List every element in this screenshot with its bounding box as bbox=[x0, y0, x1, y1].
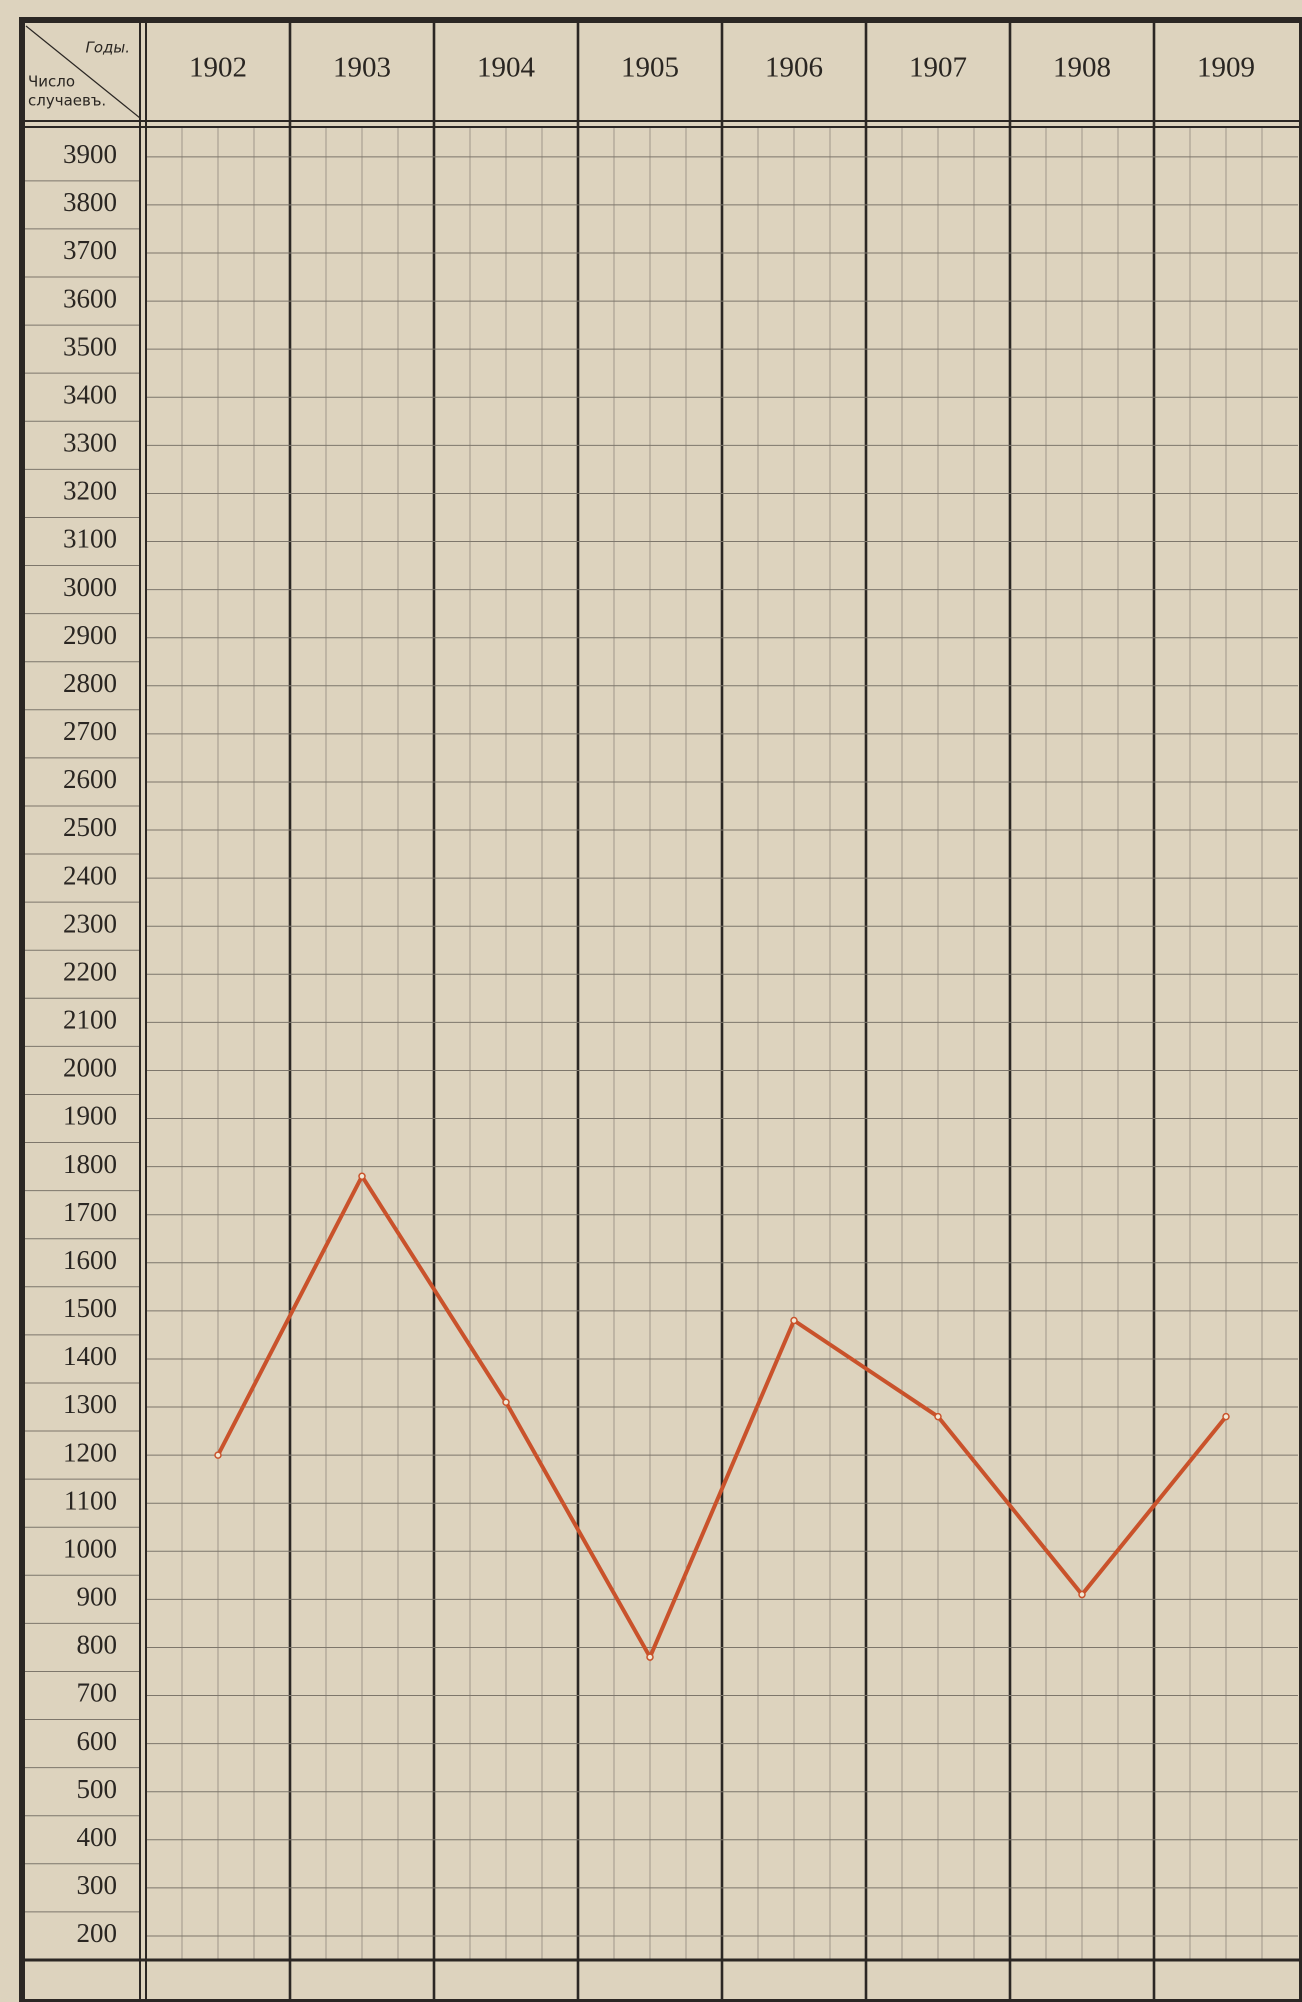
y-tick-label: 3500 bbox=[63, 331, 117, 361]
sub-grid bbox=[181, 128, 1263, 1960]
y-tick-label: 2700 bbox=[63, 716, 117, 746]
x-tick-label: 1903 bbox=[333, 52, 391, 84]
frame bbox=[19, 17, 1302, 2002]
marks bbox=[214, 1172, 1230, 1662]
y-tick-label: 800 bbox=[77, 1630, 118, 1660]
y-header: Число bbox=[28, 73, 75, 91]
y-tick-label: 2200 bbox=[63, 956, 117, 986]
y-tick-label: 1400 bbox=[63, 1341, 117, 1371]
grid bbox=[22, 20, 1298, 2002]
y-tick-label: 700 bbox=[77, 1678, 118, 1708]
y-tick-label: 1100 bbox=[64, 1485, 117, 1515]
y-tick-label: 1300 bbox=[63, 1389, 117, 1419]
y-tick-label: 500 bbox=[77, 1774, 118, 1804]
y-tick-label: 3400 bbox=[63, 379, 117, 409]
x-tick-label: 1904 bbox=[477, 52, 536, 84]
y-tick-label: 3800 bbox=[63, 187, 117, 217]
y-tick-label: 3900 bbox=[63, 139, 117, 169]
data-point bbox=[646, 1653, 654, 1661]
x-tick-label: 1905 bbox=[621, 52, 679, 84]
data-line bbox=[216, 1172, 1228, 1662]
y-tick-label: 2400 bbox=[63, 860, 117, 890]
y-tick-label: 400 bbox=[77, 1822, 118, 1852]
y-tick-label: 1600 bbox=[63, 1245, 117, 1275]
x-tick-label: 1908 bbox=[1053, 52, 1111, 84]
data-point bbox=[1078, 1590, 1086, 1599]
y-tick-label: 1500 bbox=[63, 1293, 117, 1323]
y-tick-label: 2900 bbox=[63, 620, 117, 650]
y-tick-label: 3000 bbox=[63, 572, 117, 602]
x-tick-label: 1909 bbox=[1197, 52, 1255, 84]
data-point bbox=[1222, 1412, 1230, 1421]
data-point bbox=[214, 1451, 222, 1459]
y-tick-label: 2800 bbox=[63, 668, 117, 698]
y-tick-label: 2000 bbox=[63, 1053, 117, 1083]
data-point bbox=[358, 1172, 366, 1180]
y-tick-label: 2300 bbox=[63, 908, 117, 938]
y-tick-label: 2100 bbox=[63, 1005, 117, 1035]
y-tick-label: 2500 bbox=[63, 812, 117, 842]
y-tick-label: 1200 bbox=[63, 1437, 117, 1467]
y-tick-label: 3300 bbox=[63, 428, 117, 458]
y-tick-label: 1000 bbox=[63, 1533, 117, 1563]
data-point bbox=[934, 1412, 942, 1421]
y-tick-label: 3700 bbox=[63, 235, 117, 265]
y-tick-label: 1800 bbox=[63, 1149, 117, 1179]
y-tick-label: 3100 bbox=[63, 524, 117, 554]
y-tick-label: 300 bbox=[77, 1870, 118, 1900]
y-header: случаевъ. bbox=[28, 92, 106, 110]
y-tick-label: 600 bbox=[77, 1726, 118, 1756]
x-tick-label: 1907 bbox=[909, 52, 967, 84]
y-tick-label: 1900 bbox=[63, 1101, 117, 1131]
x-tick-label: 1902 bbox=[189, 52, 247, 84]
corner-diagonal bbox=[25, 25, 141, 119]
data-point bbox=[790, 1316, 798, 1325]
y-tick-label: 900 bbox=[77, 1582, 118, 1612]
y-tick-label: 2600 bbox=[63, 764, 117, 794]
x-header: Годы. bbox=[85, 39, 130, 57]
data-point bbox=[502, 1398, 510, 1406]
y-tick-label: 3200 bbox=[63, 476, 117, 506]
x-tick-label: 1906 bbox=[765, 52, 823, 84]
y-tick-label: 200 bbox=[77, 1918, 118, 1948]
y-tick-label: 1700 bbox=[63, 1197, 117, 1227]
y-tick-label: 3600 bbox=[63, 283, 117, 313]
